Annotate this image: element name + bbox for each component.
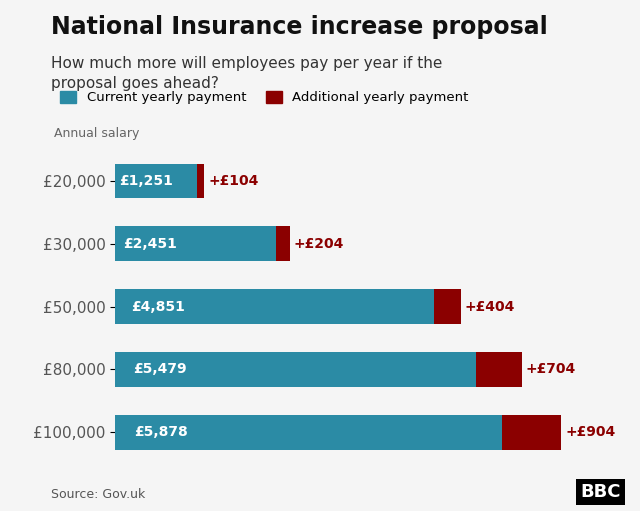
Text: Annual salary: Annual salary bbox=[54, 127, 139, 140]
Bar bbox=[435, 289, 461, 324]
Text: +£404: +£404 bbox=[465, 299, 515, 314]
Bar bbox=[115, 164, 198, 198]
Bar bbox=[476, 352, 522, 387]
Text: BBC: BBC bbox=[580, 483, 621, 501]
Text: Source: Gov.uk: Source: Gov.uk bbox=[51, 488, 145, 501]
Text: +£104: +£104 bbox=[208, 174, 259, 188]
Text: £5,878: £5,878 bbox=[134, 425, 188, 439]
Text: +£704: +£704 bbox=[526, 362, 576, 377]
Bar bbox=[502, 415, 561, 450]
Bar bbox=[115, 415, 502, 450]
Text: +£204: +£204 bbox=[294, 237, 344, 251]
Text: +£904: +£904 bbox=[565, 425, 616, 439]
Legend: Current yearly payment, Additional yearly payment: Current yearly payment, Additional yearl… bbox=[60, 91, 468, 104]
Text: £5,479: £5,479 bbox=[133, 362, 187, 377]
Text: £2,451: £2,451 bbox=[124, 237, 177, 251]
Text: National Insurance increase proposal: National Insurance increase proposal bbox=[51, 15, 548, 39]
Bar bbox=[115, 289, 435, 324]
Text: How much more will employees pay per year if the
proposal goes ahead?: How much more will employees pay per yea… bbox=[51, 56, 443, 91]
Bar bbox=[276, 226, 290, 261]
Bar bbox=[115, 352, 476, 387]
Bar bbox=[198, 164, 204, 198]
Text: £4,851: £4,851 bbox=[131, 299, 185, 314]
Bar bbox=[115, 226, 276, 261]
Text: £1,251: £1,251 bbox=[119, 174, 173, 188]
